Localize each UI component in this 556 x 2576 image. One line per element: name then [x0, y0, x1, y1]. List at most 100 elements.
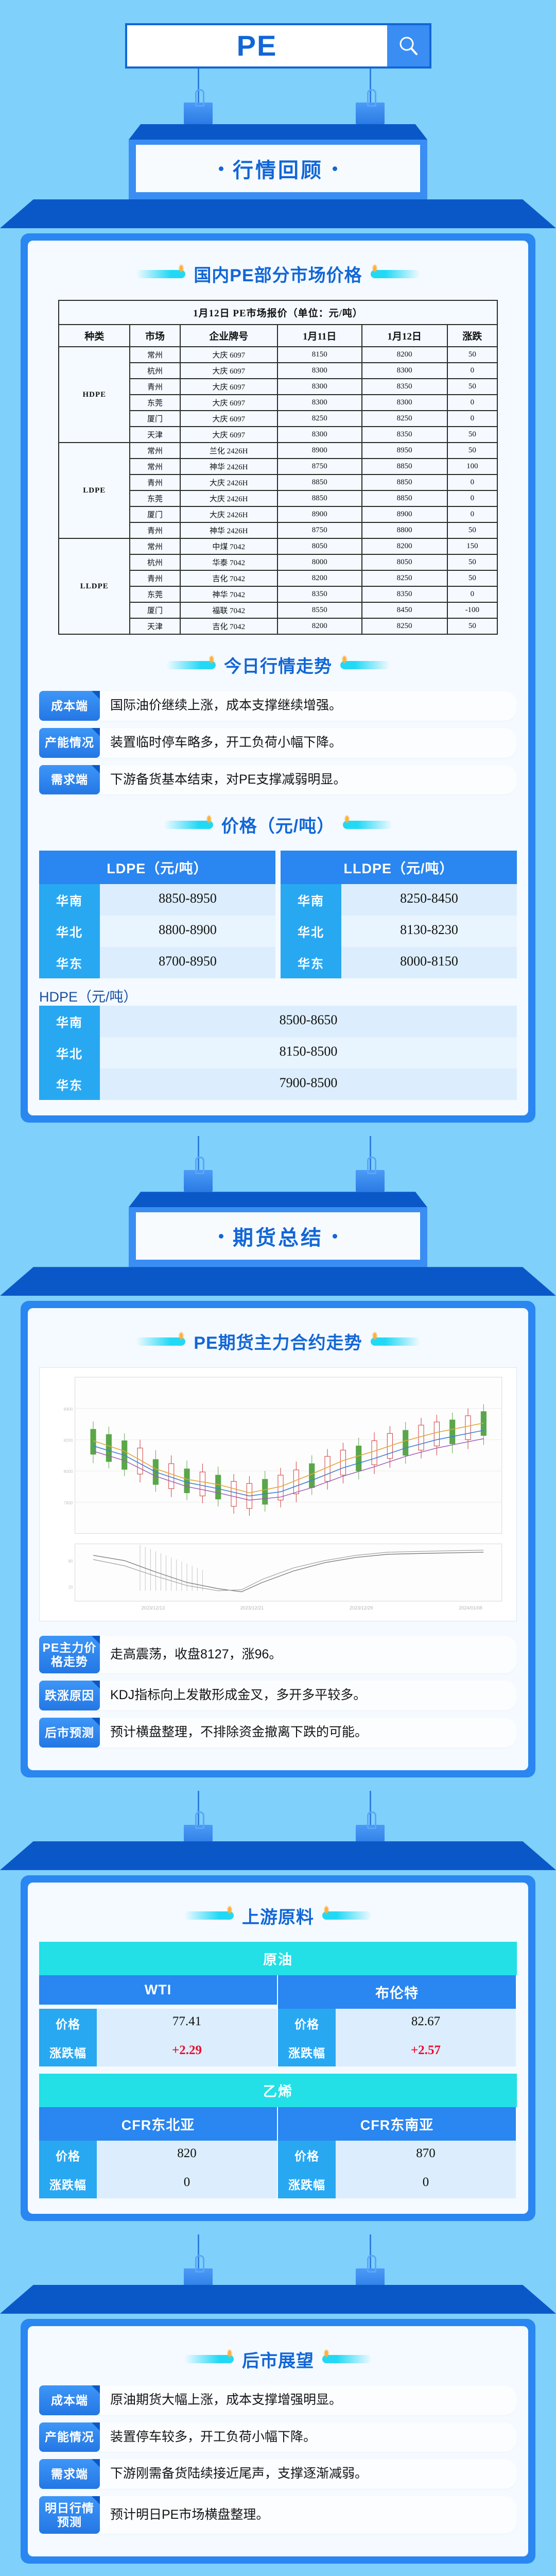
material-row-label: 价格: [278, 2008, 336, 2038]
material-row: 价格 820 价格 870: [39, 2140, 517, 2170]
table-cell: 厦门: [129, 410, 181, 427]
wire-left: [198, 69, 199, 107]
bullet-list-futures: PE主力价格走势 走高震荡，收盘8127，涨96。 跌涨原因 KDJ指标向上发散形成金…: [39, 1636, 517, 1748]
trend-text: 装置临时停车略多，开工负荷小幅下降。: [96, 727, 517, 758]
table-row: 天津 大庆 6097 8300 8350 50: [59, 426, 498, 443]
table-row: HDPE 常州 大庆 6097 8150 8200 50: [58, 346, 498, 443]
table-crude-oil: 原油 WTI 布伦特 价格 77.41 价格 82.67 涨跌幅 +2.29 涨跌幅 +2.57: [39, 1941, 517, 2066]
table-cell: 神华 7042: [179, 586, 278, 603]
price-row: 华南 8850-8950: [39, 884, 275, 916]
material-value: 0: [336, 2169, 517, 2198]
table-cell: 0: [446, 586, 498, 603]
table-cell: 50: [446, 378, 498, 395]
table-cell: 大庆 2426H: [179, 490, 278, 507]
glow-bar-right-icon: [322, 1911, 372, 1920]
table-title: 乙烯: [39, 2073, 517, 2107]
search-box[interactable]: PE: [125, 23, 431, 69]
table-row: 杭州 大庆 6097 8300 8300 0: [59, 362, 498, 379]
glow-bar-left-icon: [136, 269, 186, 278]
outlook-tag: 明日行情预测: [39, 2496, 100, 2534]
wire-right: [370, 1136, 371, 1175]
futures-tag: 后市预测: [39, 1718, 100, 1748]
heading-outlook: 后市展望: [39, 2347, 517, 2372]
table-cell: 8300: [361, 362, 448, 379]
column-header: 1月12日: [361, 324, 448, 347]
table-row: 青州 大庆 2426H 8850 8850 0: [59, 474, 498, 491]
plaque-top: [129, 1192, 427, 1208]
price-value: 8800-8900: [100, 916, 275, 947]
material-row-label: 价格: [278, 2140, 336, 2170]
heading-domestic-prices: 国内PE部分市场价格: [39, 261, 517, 286]
table-column-headers: WTI 布伦特: [39, 1975, 517, 2009]
table-cell: 8550: [276, 602, 362, 619]
material-row-label: 涨跌幅: [39, 2169, 97, 2198]
glow-bar-right-icon: [343, 820, 393, 829]
material-row-label: 涨跌幅: [278, 2169, 336, 2198]
futures-item: 跌涨原因 KDJ指标向上发散形成金叉，多开多平较多。: [39, 1681, 517, 1711]
column-header: 企业牌号: [179, 324, 278, 347]
price-row: 华东 8000-8150: [281, 947, 517, 979]
table-cell: 8900: [361, 506, 448, 523]
table-cell: 大庆 6097: [179, 346, 278, 363]
table-row: 厦门 大庆 2426H 8900 8900 0: [59, 506, 498, 523]
svg-text:8000: 8000: [64, 1469, 73, 1474]
svg-text:2024/01/08: 2024/01/08: [459, 1605, 482, 1611]
price-table-lldpe: LLDPE（元/吨） 华南 8250-8450 华北 8130-8230 华东 8000-…: [281, 851, 517, 979]
search-button[interactable]: [387, 25, 429, 66]
table-row: 厦门 大庆 6097 8250 8250 0: [59, 410, 498, 427]
table-cell: 8300: [276, 394, 362, 411]
wire-left: [198, 1790, 199, 1829]
table-cell: 0: [446, 362, 498, 379]
svg-text:8400: 8400: [64, 1407, 73, 1412]
price-table-header: LDPE（元/吨）: [39, 851, 275, 885]
table-row: LLDPE 常州 中煤 7042 8050 8200 150: [58, 538, 498, 635]
material-row: 价格 77.41 价格 82.67: [39, 2008, 517, 2038]
trend-item: 需求端 下游备货基本结束，对PE支撑减弱明显。: [39, 765, 517, 795]
wire-left: [198, 2234, 199, 2273]
table-cell: 8900: [276, 442, 362, 459]
svg-text:20: 20: [68, 1585, 73, 1590]
heading-upstream: 上游原料: [39, 1903, 517, 1928]
table-cell: 8300: [276, 362, 362, 379]
svg-text:2023/12/21: 2023/12/21: [240, 1605, 264, 1611]
material-value: +2.29: [97, 2037, 278, 2066]
table-cell: 8200: [276, 618, 362, 635]
glow-bar-right-icon: [370, 269, 420, 278]
table-cell: 8200: [276, 570, 362, 587]
table-cell: 东莞: [129, 490, 181, 507]
table-cell: 0: [446, 410, 498, 427]
svg-text:8200: 8200: [64, 1438, 73, 1443]
category-cell: HDPE: [58, 346, 131, 443]
trend-item: 成本端 国际油价继续上涨，成本支撑继续增强。: [39, 691, 517, 721]
category-cell: LLDPE: [58, 538, 131, 635]
material-row-label: 涨跌幅: [278, 2037, 336, 2066]
outlook-text: 装置停车较多，开工负荷小幅下降。: [96, 2422, 517, 2452]
clip-right: [356, 1157, 385, 1192]
table-cell: 福联 7042: [179, 602, 278, 619]
table-cell: 8950: [361, 442, 448, 459]
table-row: 青州 吉化 7042 8200 8250 50: [59, 570, 498, 587]
price-value: 8130-8230: [341, 916, 517, 947]
material-value: 77.41: [97, 2008, 278, 2038]
bullet-list-outlook: 成本端 原油期货大幅上涨，成本支撑增强明显。 产能情况 装置停车较多，开工负荷小幅下降…: [39, 2385, 517, 2534]
table-cell: 常州: [129, 458, 181, 475]
outlook-item: 需求端 下游刚需备货陆续接近尾声，支撑逐渐减弱。: [39, 2459, 517, 2489]
section-title-futures: 期货总结: [136, 1212, 420, 1260]
glow-bar-right-icon: [322, 2355, 372, 2364]
material-column-header: WTI: [39, 1975, 278, 2005]
material-column-header: CFR东南亚: [278, 2107, 517, 2141]
futures-chart: 2023/12/13 2023/12/21 2023/12/29 2024/01…: [39, 1367, 517, 1622]
table-cell: 大庆 6097: [179, 410, 278, 427]
price-row: 华南 8500-8650: [39, 1006, 517, 1038]
heading-text: 后市展望: [242, 2351, 314, 2371]
table-cell: 8350: [361, 586, 448, 603]
hanging-clips-4: [0, 2234, 556, 2290]
price-value: 7900-8500: [100, 1069, 517, 1100]
price-row: 华北 8130-8230: [281, 916, 517, 947]
table-cell: 8750: [276, 458, 362, 475]
table-cell: 大庆 6097: [179, 362, 278, 379]
table-domestic-prices: 1月12日 PE市场报价（单位：元/吨） 种类 市场 企业牌号 1月11日 1月12日 涨跌…: [58, 300, 498, 635]
search-input[interactable]: PE: [236, 29, 277, 62]
heading-text: 国内PE部分市场价格: [194, 266, 362, 285]
table-cell: 8350: [361, 378, 448, 395]
